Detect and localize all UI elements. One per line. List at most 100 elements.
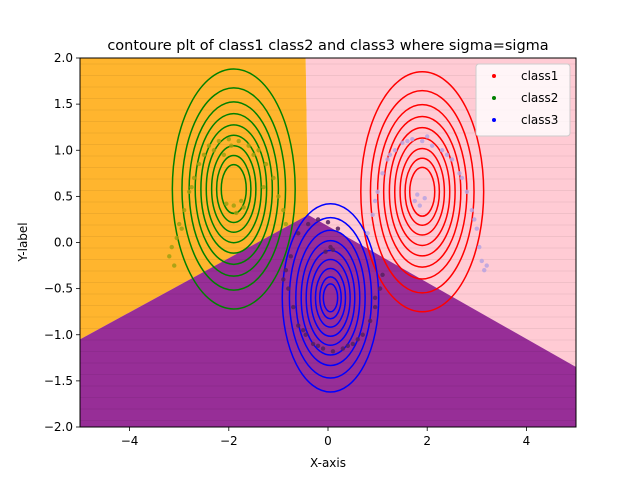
point-class2 bbox=[231, 203, 236, 208]
contour-class1 bbox=[399, 147, 446, 236]
contour-class3 bbox=[295, 229, 366, 367]
legend-marker bbox=[492, 118, 496, 122]
point-class2 bbox=[191, 175, 197, 181]
point-class2 bbox=[239, 198, 244, 204]
point-class3 bbox=[372, 304, 378, 310]
point-class1 bbox=[479, 258, 484, 264]
point-class1 bbox=[370, 212, 375, 218]
legend-label: class2 bbox=[521, 91, 558, 105]
contour-class3 bbox=[288, 216, 373, 379]
point-class3 bbox=[340, 346, 346, 351]
point-class3 bbox=[335, 226, 341, 231]
x-tick-label: 4 bbox=[523, 434, 531, 448]
legend-label: class3 bbox=[521, 113, 558, 127]
point-class2 bbox=[167, 254, 172, 259]
contour-class2 bbox=[194, 112, 274, 266]
point-class1 bbox=[410, 136, 415, 142]
point-class2 bbox=[263, 161, 269, 167]
point-class1 bbox=[417, 203, 422, 208]
y-tick-label: −1.5 bbox=[44, 374, 73, 388]
point-class3 bbox=[286, 286, 291, 291]
contour-class3 bbox=[319, 276, 342, 320]
point-class1 bbox=[425, 134, 430, 139]
point-class3 bbox=[323, 249, 328, 254]
point-class2 bbox=[189, 184, 194, 190]
legend-label: class1 bbox=[521, 69, 558, 83]
point-class1 bbox=[392, 148, 398, 153]
point-class2 bbox=[172, 263, 177, 268]
point-class3 bbox=[305, 221, 311, 227]
point-class1 bbox=[444, 152, 450, 158]
y-axis-ticks: −2.0 −1.5 −1.0 −0.5 0.0 0.5 1.0 1.5 2.0 bbox=[44, 51, 80, 434]
y-tick-label: −1.0 bbox=[44, 328, 73, 342]
point-class2 bbox=[261, 184, 266, 190]
legend-marker bbox=[492, 74, 496, 78]
point-class3 bbox=[288, 254, 293, 259]
point-class1 bbox=[405, 138, 410, 144]
point-class1 bbox=[375, 189, 380, 194]
y-tick-label: 1.5 bbox=[54, 97, 73, 111]
point-class1 bbox=[420, 138, 425, 144]
point-class3 bbox=[360, 332, 365, 337]
point-class2 bbox=[201, 152, 207, 158]
scatter-points bbox=[167, 134, 489, 354]
point-class1 bbox=[457, 171, 462, 176]
point-class2 bbox=[186, 189, 192, 194]
point-class2 bbox=[229, 143, 234, 148]
y-tick-label: 2.0 bbox=[54, 51, 73, 65]
contour-class2 bbox=[181, 87, 287, 291]
point-class3 bbox=[367, 318, 373, 324]
point-class1 bbox=[484, 263, 489, 268]
contour-class1 bbox=[360, 71, 485, 313]
contour-class1 bbox=[408, 166, 436, 217]
point-class1 bbox=[412, 198, 417, 204]
point-class2 bbox=[206, 143, 212, 148]
point-class2 bbox=[251, 152, 256, 158]
contour-class2 bbox=[188, 101, 280, 277]
point-class3 bbox=[330, 349, 336, 354]
y-tick-label: 0.5 bbox=[54, 189, 73, 203]
contour-class2 bbox=[220, 163, 248, 215]
contour-class2 bbox=[215, 154, 252, 224]
x-tick-label: −2 bbox=[220, 434, 238, 448]
point-class2 bbox=[276, 194, 281, 199]
legend: class1 class2 class3 bbox=[475, 63, 571, 137]
point-class3 bbox=[377, 286, 383, 291]
point-class3 bbox=[291, 304, 296, 310]
point-class2 bbox=[211, 148, 217, 153]
point-class2 bbox=[179, 226, 184, 231]
point-class1 bbox=[477, 244, 482, 250]
point-class2 bbox=[224, 201, 229, 206]
point-class1 bbox=[439, 148, 445, 153]
x-tick-label: 0 bbox=[324, 434, 332, 448]
contour-class2 bbox=[171, 68, 296, 310]
point-class1 bbox=[365, 231, 370, 236]
point-class1 bbox=[459, 175, 465, 181]
y-axis-label: Y-label bbox=[16, 222, 30, 262]
point-class2 bbox=[181, 208, 187, 213]
contour-class3 bbox=[322, 283, 339, 313]
point-class1 bbox=[464, 189, 470, 194]
point-class3 bbox=[281, 277, 286, 282]
region-class2 bbox=[80, 58, 309, 340]
contour-class3 bbox=[310, 258, 351, 337]
point-class2 bbox=[196, 161, 202, 167]
point-class3 bbox=[380, 272, 385, 277]
point-class3 bbox=[296, 231, 301, 236]
point-class1 bbox=[472, 217, 477, 222]
point-class2 bbox=[236, 138, 241, 144]
point-class1 bbox=[482, 267, 487, 273]
point-class1 bbox=[372, 198, 378, 204]
point-class3 bbox=[355, 337, 360, 342]
point-class1 bbox=[474, 226, 479, 231]
point-class2 bbox=[174, 235, 179, 241]
chart-title: contoure plt of class1 class2 and class3… bbox=[107, 38, 548, 54]
contour-class2 bbox=[210, 145, 257, 233]
legend-box bbox=[475, 63, 571, 137]
contour-class1 bbox=[388, 126, 456, 257]
region-class3 bbox=[80, 214, 576, 427]
point-class2 bbox=[221, 152, 227, 158]
point-class2 bbox=[169, 244, 174, 250]
contour-class3 bbox=[314, 267, 347, 328]
